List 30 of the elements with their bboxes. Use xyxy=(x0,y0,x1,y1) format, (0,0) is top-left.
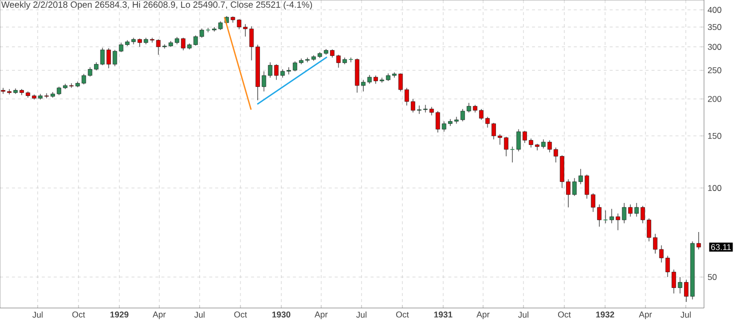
y-tick-label: 100 xyxy=(708,184,722,191)
x-tick-label: Jul xyxy=(356,312,366,318)
x-tick-label: Jul xyxy=(194,312,204,318)
x-tick-label: Apr xyxy=(314,312,328,320)
candlestick xyxy=(206,28,210,33)
chart-title: Weekly 2/2/2018 Open 26584.3, Hi 26608.9, Lo 25490.7, Close 25521 (-4.1%) xyxy=(1,1,312,10)
x-tick-label: Apr xyxy=(638,312,652,320)
x-tick-label: Oct xyxy=(234,312,247,318)
text: 63.11 xyxy=(711,244,731,250)
y-tick-label: 250 xyxy=(708,67,722,74)
candlestick xyxy=(603,210,608,224)
y-tick-label: 350 xyxy=(708,24,722,30)
y-tick-label: 200 xyxy=(708,96,722,102)
x-tick-label: 1931 xyxy=(434,312,452,318)
y-tick-label: 400 xyxy=(708,6,722,13)
x-tick-label: 1932 xyxy=(596,312,614,318)
x-tick-label: Jul xyxy=(518,312,528,318)
x-tick-label: Oct xyxy=(558,312,571,318)
x-tick-label: Oct xyxy=(72,312,86,318)
x-tick-label: 1930 xyxy=(272,312,290,318)
x-tick-label: Oct xyxy=(396,312,409,318)
candlestick xyxy=(510,146,515,163)
y-tick-label: 50 xyxy=(708,274,717,280)
y-tick-label: 150 xyxy=(708,132,722,139)
x-tick-label: Jul xyxy=(32,312,43,318)
x-tick-label: Jul xyxy=(680,312,691,318)
x-tick-label: Apr xyxy=(476,312,490,320)
x-tick-label: 1929 xyxy=(110,312,128,318)
x-tick-label: Apr xyxy=(152,312,166,320)
y-tick-label: 300 xyxy=(708,44,722,50)
